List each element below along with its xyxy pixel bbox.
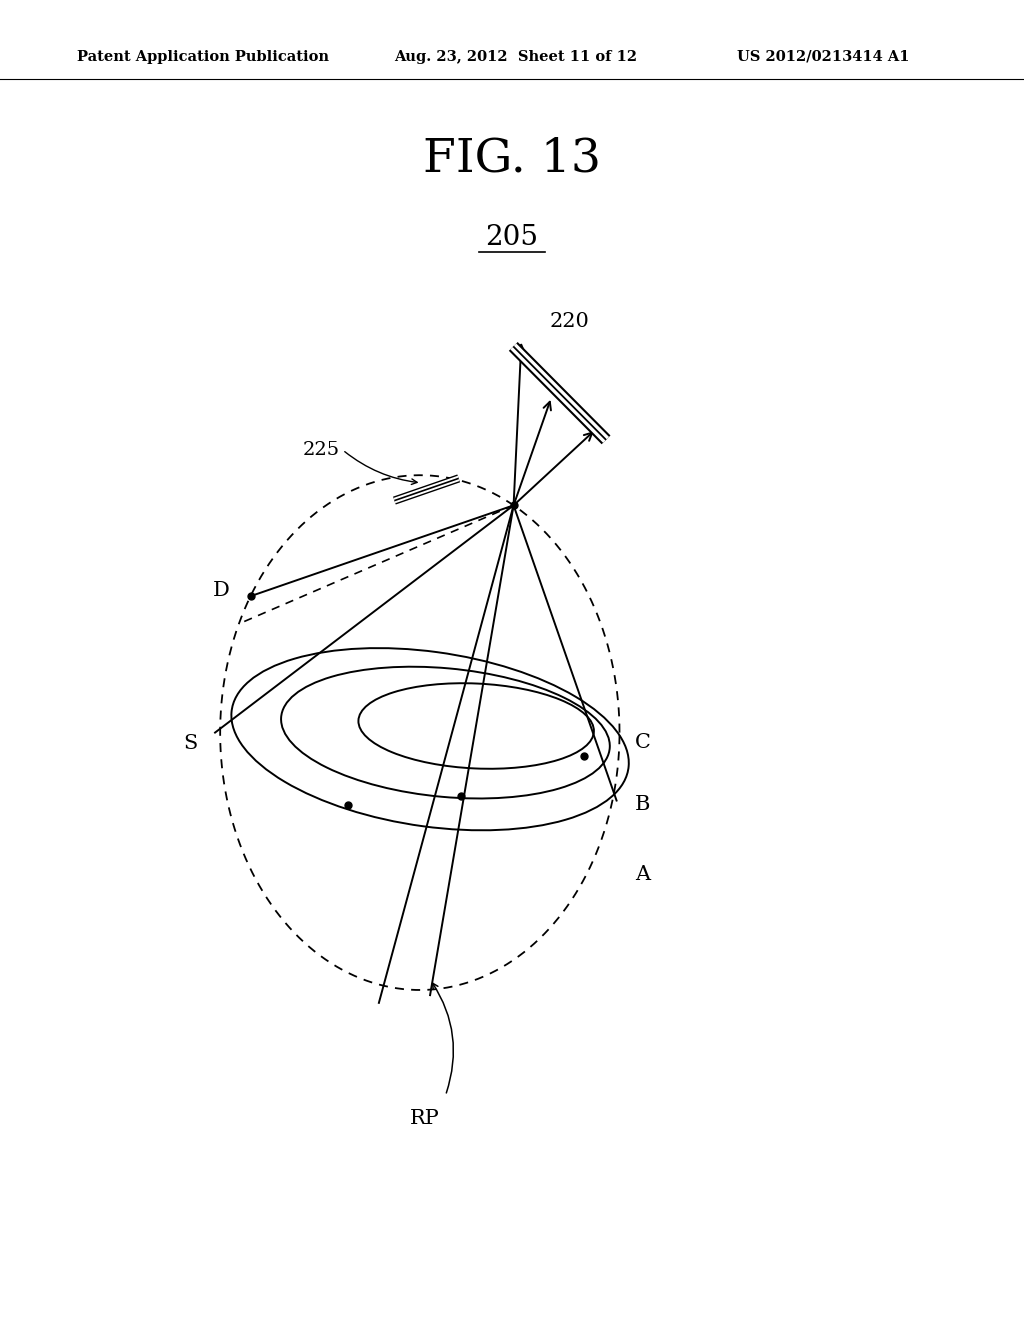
Text: 225: 225 bbox=[302, 441, 340, 459]
Text: FIG. 13: FIG. 13 bbox=[423, 136, 601, 181]
Text: 205: 205 bbox=[485, 224, 539, 251]
Text: B: B bbox=[635, 795, 650, 814]
Text: RP: RP bbox=[410, 1109, 440, 1127]
Text: A: A bbox=[635, 865, 650, 883]
Text: 220: 220 bbox=[550, 312, 590, 331]
Text: Patent Application Publication: Patent Application Publication bbox=[77, 50, 329, 63]
Text: Aug. 23, 2012  Sheet 11 of 12: Aug. 23, 2012 Sheet 11 of 12 bbox=[394, 50, 637, 63]
Text: C: C bbox=[635, 734, 651, 752]
Text: D: D bbox=[213, 581, 230, 601]
Text: US 2012/0213414 A1: US 2012/0213414 A1 bbox=[737, 50, 909, 63]
Text: S: S bbox=[183, 734, 198, 752]
